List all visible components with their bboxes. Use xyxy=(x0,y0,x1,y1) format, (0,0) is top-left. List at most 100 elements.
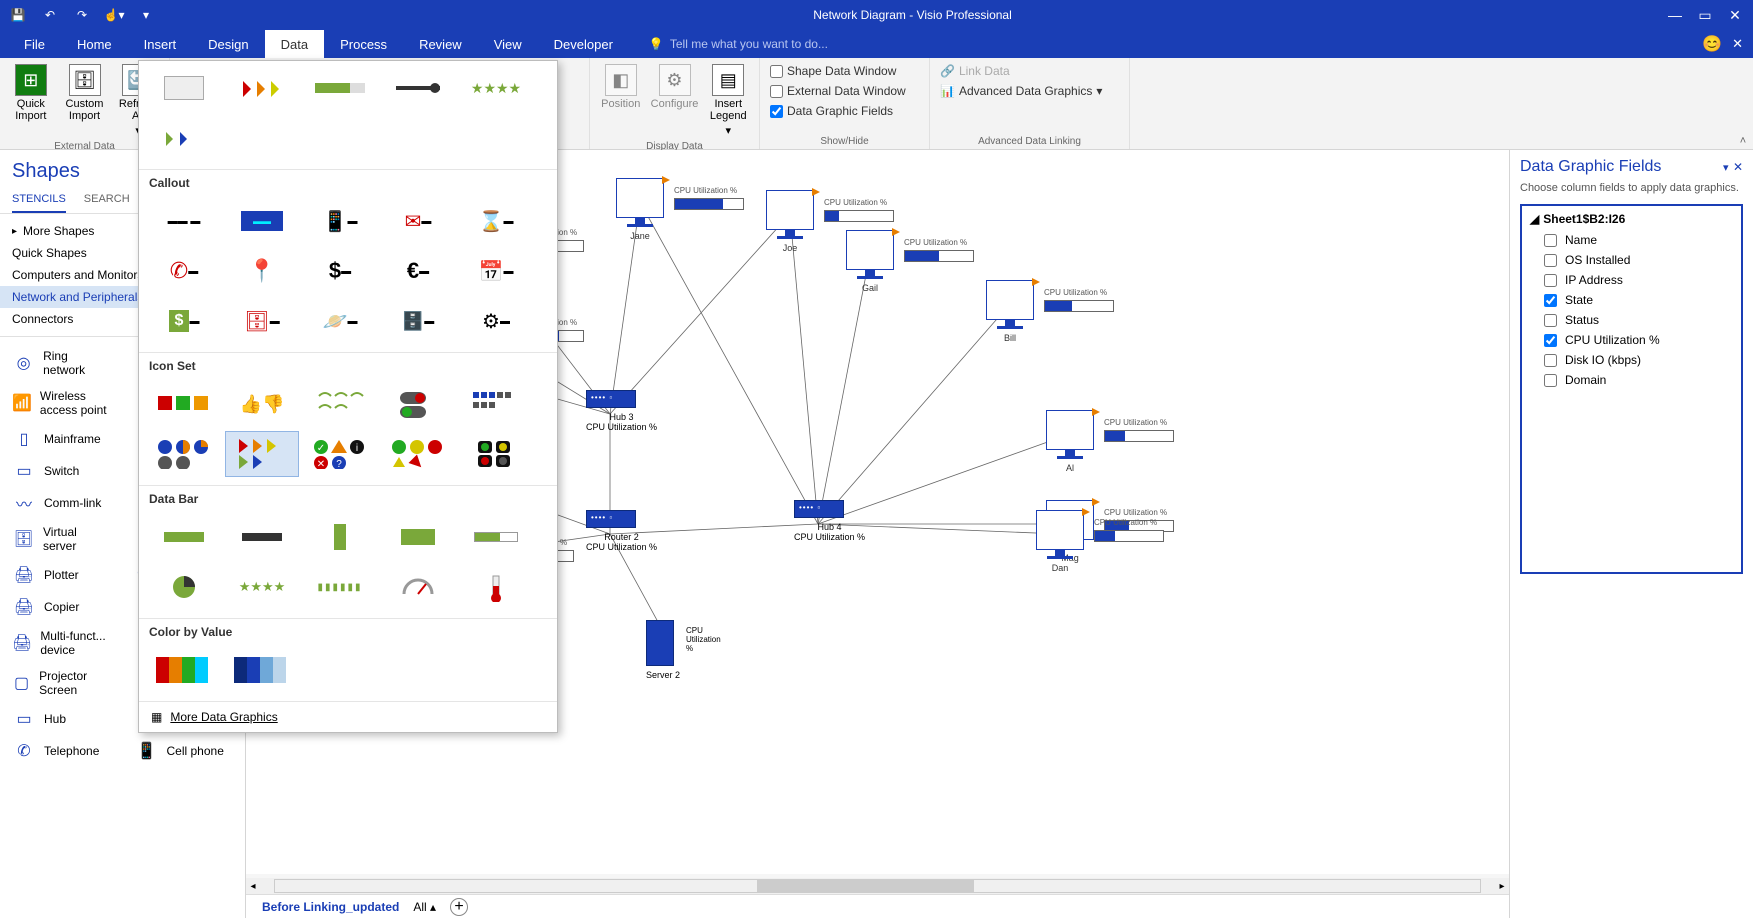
diagram-node[interactable]: AlCPU Utilization % xyxy=(1046,410,1094,473)
gallery-item[interactable]: 📅▬ xyxy=(459,248,533,294)
diagram-node[interactable]: DanCPU Utilization % xyxy=(1036,510,1084,573)
gallery-item[interactable] xyxy=(303,514,377,560)
search-tab[interactable]: SEARCH xyxy=(84,193,130,213)
gallery-item[interactable] xyxy=(381,564,455,610)
shape-item[interactable]: ▭Switch xyxy=(0,455,123,487)
gallery-item[interactable]: ✉▬ xyxy=(381,198,455,244)
shape-data-window-checkbox[interactable]: Shape Data Window xyxy=(766,62,900,80)
collapse-ribbon-icon[interactable]: ˄ xyxy=(1733,58,1753,149)
gallery-item[interactable]: ★★★★ xyxy=(225,564,299,610)
minimize-icon[interactable]: — xyxy=(1661,3,1689,27)
ribbon-tab-view[interactable]: View xyxy=(478,30,538,58)
field-row[interactable]: OS Installed xyxy=(1524,250,1739,270)
restore-icon[interactable]: ▭ xyxy=(1691,3,1719,27)
ribbon-tab-data[interactable]: Data xyxy=(265,30,324,58)
shape-item[interactable]: ▭Hub xyxy=(0,703,123,735)
field-row[interactable]: Domain xyxy=(1524,370,1739,390)
redo-icon[interactable]: ↷ xyxy=(70,3,94,27)
gallery-item[interactable]: ▬▬ xyxy=(225,198,299,244)
sheet-all-button[interactable]: All ▴ xyxy=(413,900,436,914)
custom-import-button[interactable]: 🗄Custom Import xyxy=(60,62,110,124)
gallery-item[interactable] xyxy=(147,514,221,560)
gallery-item[interactable]: $▬ xyxy=(303,248,377,294)
gallery-item[interactable]: ✓i✕? xyxy=(303,431,377,477)
gallery-item[interactable]: ⚙▬ xyxy=(459,298,533,344)
gallery-item[interactable] xyxy=(147,65,221,111)
scroll-right-icon[interactable]: ▸ xyxy=(1495,881,1509,892)
configure-button[interactable]: ⚙Configure xyxy=(650,62,700,112)
gallery-item[interactable] xyxy=(459,431,533,477)
data-graphic-fields-checkbox[interactable]: Data Graphic Fields xyxy=(766,102,897,120)
qa-more-icon[interactable]: ▾ xyxy=(134,3,158,27)
field-row[interactable]: IP Address xyxy=(1524,270,1739,290)
diagram-node[interactable]: Server 2CPU Utilization % xyxy=(646,620,680,680)
scroll-left-icon[interactable]: ◂ xyxy=(246,881,260,892)
ribbon-tab-process[interactable]: Process xyxy=(324,30,403,58)
diagram-node[interactable]: BillCPU Utilization % xyxy=(986,280,1034,343)
diagram-node[interactable]: Hub 3CPU Utilization % xyxy=(586,390,657,432)
gallery-item[interactable]: ▬▬ ▬ xyxy=(147,198,221,244)
gallery-item[interactable] xyxy=(147,431,221,477)
shape-item[interactable]: 📱Cell phone xyxy=(123,735,246,767)
link-data-button[interactable]: 🔗Link Data xyxy=(936,62,1014,80)
ribbon-tab-design[interactable]: Design xyxy=(192,30,264,58)
external-data-window-checkbox[interactable]: External Data Window xyxy=(766,82,910,100)
diagram-node[interactable]: JaneCPU Utilization % xyxy=(616,178,664,241)
ribbon-tab-developer[interactable]: Developer xyxy=(538,30,629,58)
gallery-item[interactable]: ⌛▬ xyxy=(459,198,533,244)
gallery-item[interactable]: 🗄️▬ xyxy=(381,298,455,344)
gallery-item[interactable] xyxy=(147,647,221,693)
gallery-item[interactable] xyxy=(147,115,221,161)
pane-close-icon[interactable]: ✕ xyxy=(1733,160,1743,174)
ribbon-tab-insert[interactable]: Insert xyxy=(128,30,193,58)
field-row[interactable]: Status xyxy=(1524,310,1739,330)
field-row[interactable]: Name xyxy=(1524,230,1739,250)
gallery-item[interactable] xyxy=(303,381,377,427)
shape-item[interactable]: ◎Ring network xyxy=(0,343,123,383)
field-row[interactable]: CPU Utilization % xyxy=(1524,330,1739,350)
shape-item[interactable]: 🖨Plotter xyxy=(0,559,123,591)
gallery-item-selected[interactable] xyxy=(225,431,299,477)
tell-me-input[interactable]: Tell me what you want to do... xyxy=(670,37,828,51)
shape-item[interactable]: ✆Telephone xyxy=(0,735,123,767)
gallery-item[interactable] xyxy=(147,381,221,427)
gallery-item[interactable] xyxy=(225,65,299,111)
shape-item[interactable]: 🗄Virtual server xyxy=(0,519,123,559)
horizontal-scrollbar[interactable]: ◂ ▸ xyxy=(246,878,1509,894)
gallery-item[interactable]: ★★★★ xyxy=(459,65,533,111)
ribbon-tab-review[interactable]: Review xyxy=(403,30,478,58)
close-icon[interactable]: ✕ xyxy=(1721,3,1749,27)
gallery-item[interactable]: ✆▬ xyxy=(147,248,221,294)
gallery-item[interactable] xyxy=(147,564,221,610)
gallery-item[interactable]: 👍👎 xyxy=(225,381,299,427)
ribbon-tab-home[interactable]: Home xyxy=(61,30,128,58)
touch-mode-icon[interactable]: ☝▾ xyxy=(102,3,126,27)
gallery-item[interactable] xyxy=(381,431,455,477)
smiley-icon[interactable]: 😊 xyxy=(1702,34,1722,54)
undo-icon[interactable]: ↶ xyxy=(38,3,62,27)
gallery-item[interactable] xyxy=(303,65,377,111)
gallery-item[interactable]: 📍 xyxy=(225,248,299,294)
quick-import-button[interactable]: ⊞Quick Import xyxy=(6,62,56,124)
shape-item[interactable]: 🖨Multi-funct... device xyxy=(0,623,123,663)
gallery-item[interactable]: 🗄▬ xyxy=(225,298,299,344)
field-row[interactable]: Disk IO (kbps) xyxy=(1524,350,1739,370)
shape-item[interactable]: 📶Wireless access point xyxy=(0,383,123,423)
gallery-item[interactable] xyxy=(225,647,299,693)
shape-item[interactable]: ▯Mainframe xyxy=(0,423,123,455)
sheet-tab[interactable]: Before Linking_updated xyxy=(262,900,399,914)
shape-item[interactable]: 🖨Copier xyxy=(0,591,123,623)
field-row[interactable]: State xyxy=(1524,290,1739,310)
shape-item[interactable]: ▢Projector Screen xyxy=(0,663,123,703)
gallery-item[interactable] xyxy=(381,514,455,560)
diagram-node[interactable]: JoeCPU Utilization % xyxy=(766,190,814,253)
gallery-item[interactable]: ▮▮▮▮▮▮ xyxy=(303,564,377,610)
gallery-item[interactable] xyxy=(459,564,533,610)
gallery-item[interactable] xyxy=(381,65,455,111)
diagram-node[interactable]: Hub 4CPU Utilization % xyxy=(794,500,865,542)
more-data-graphics-button[interactable]: ▦ More Data Graphics xyxy=(139,702,557,732)
shape-item[interactable]: 〰Comm-link xyxy=(0,487,123,519)
pane-dropdown-icon[interactable]: ▾ xyxy=(1723,162,1729,174)
diagram-node[interactable]: Router 2CPU Utilization % xyxy=(586,510,657,552)
gallery-item[interactable] xyxy=(459,381,533,427)
